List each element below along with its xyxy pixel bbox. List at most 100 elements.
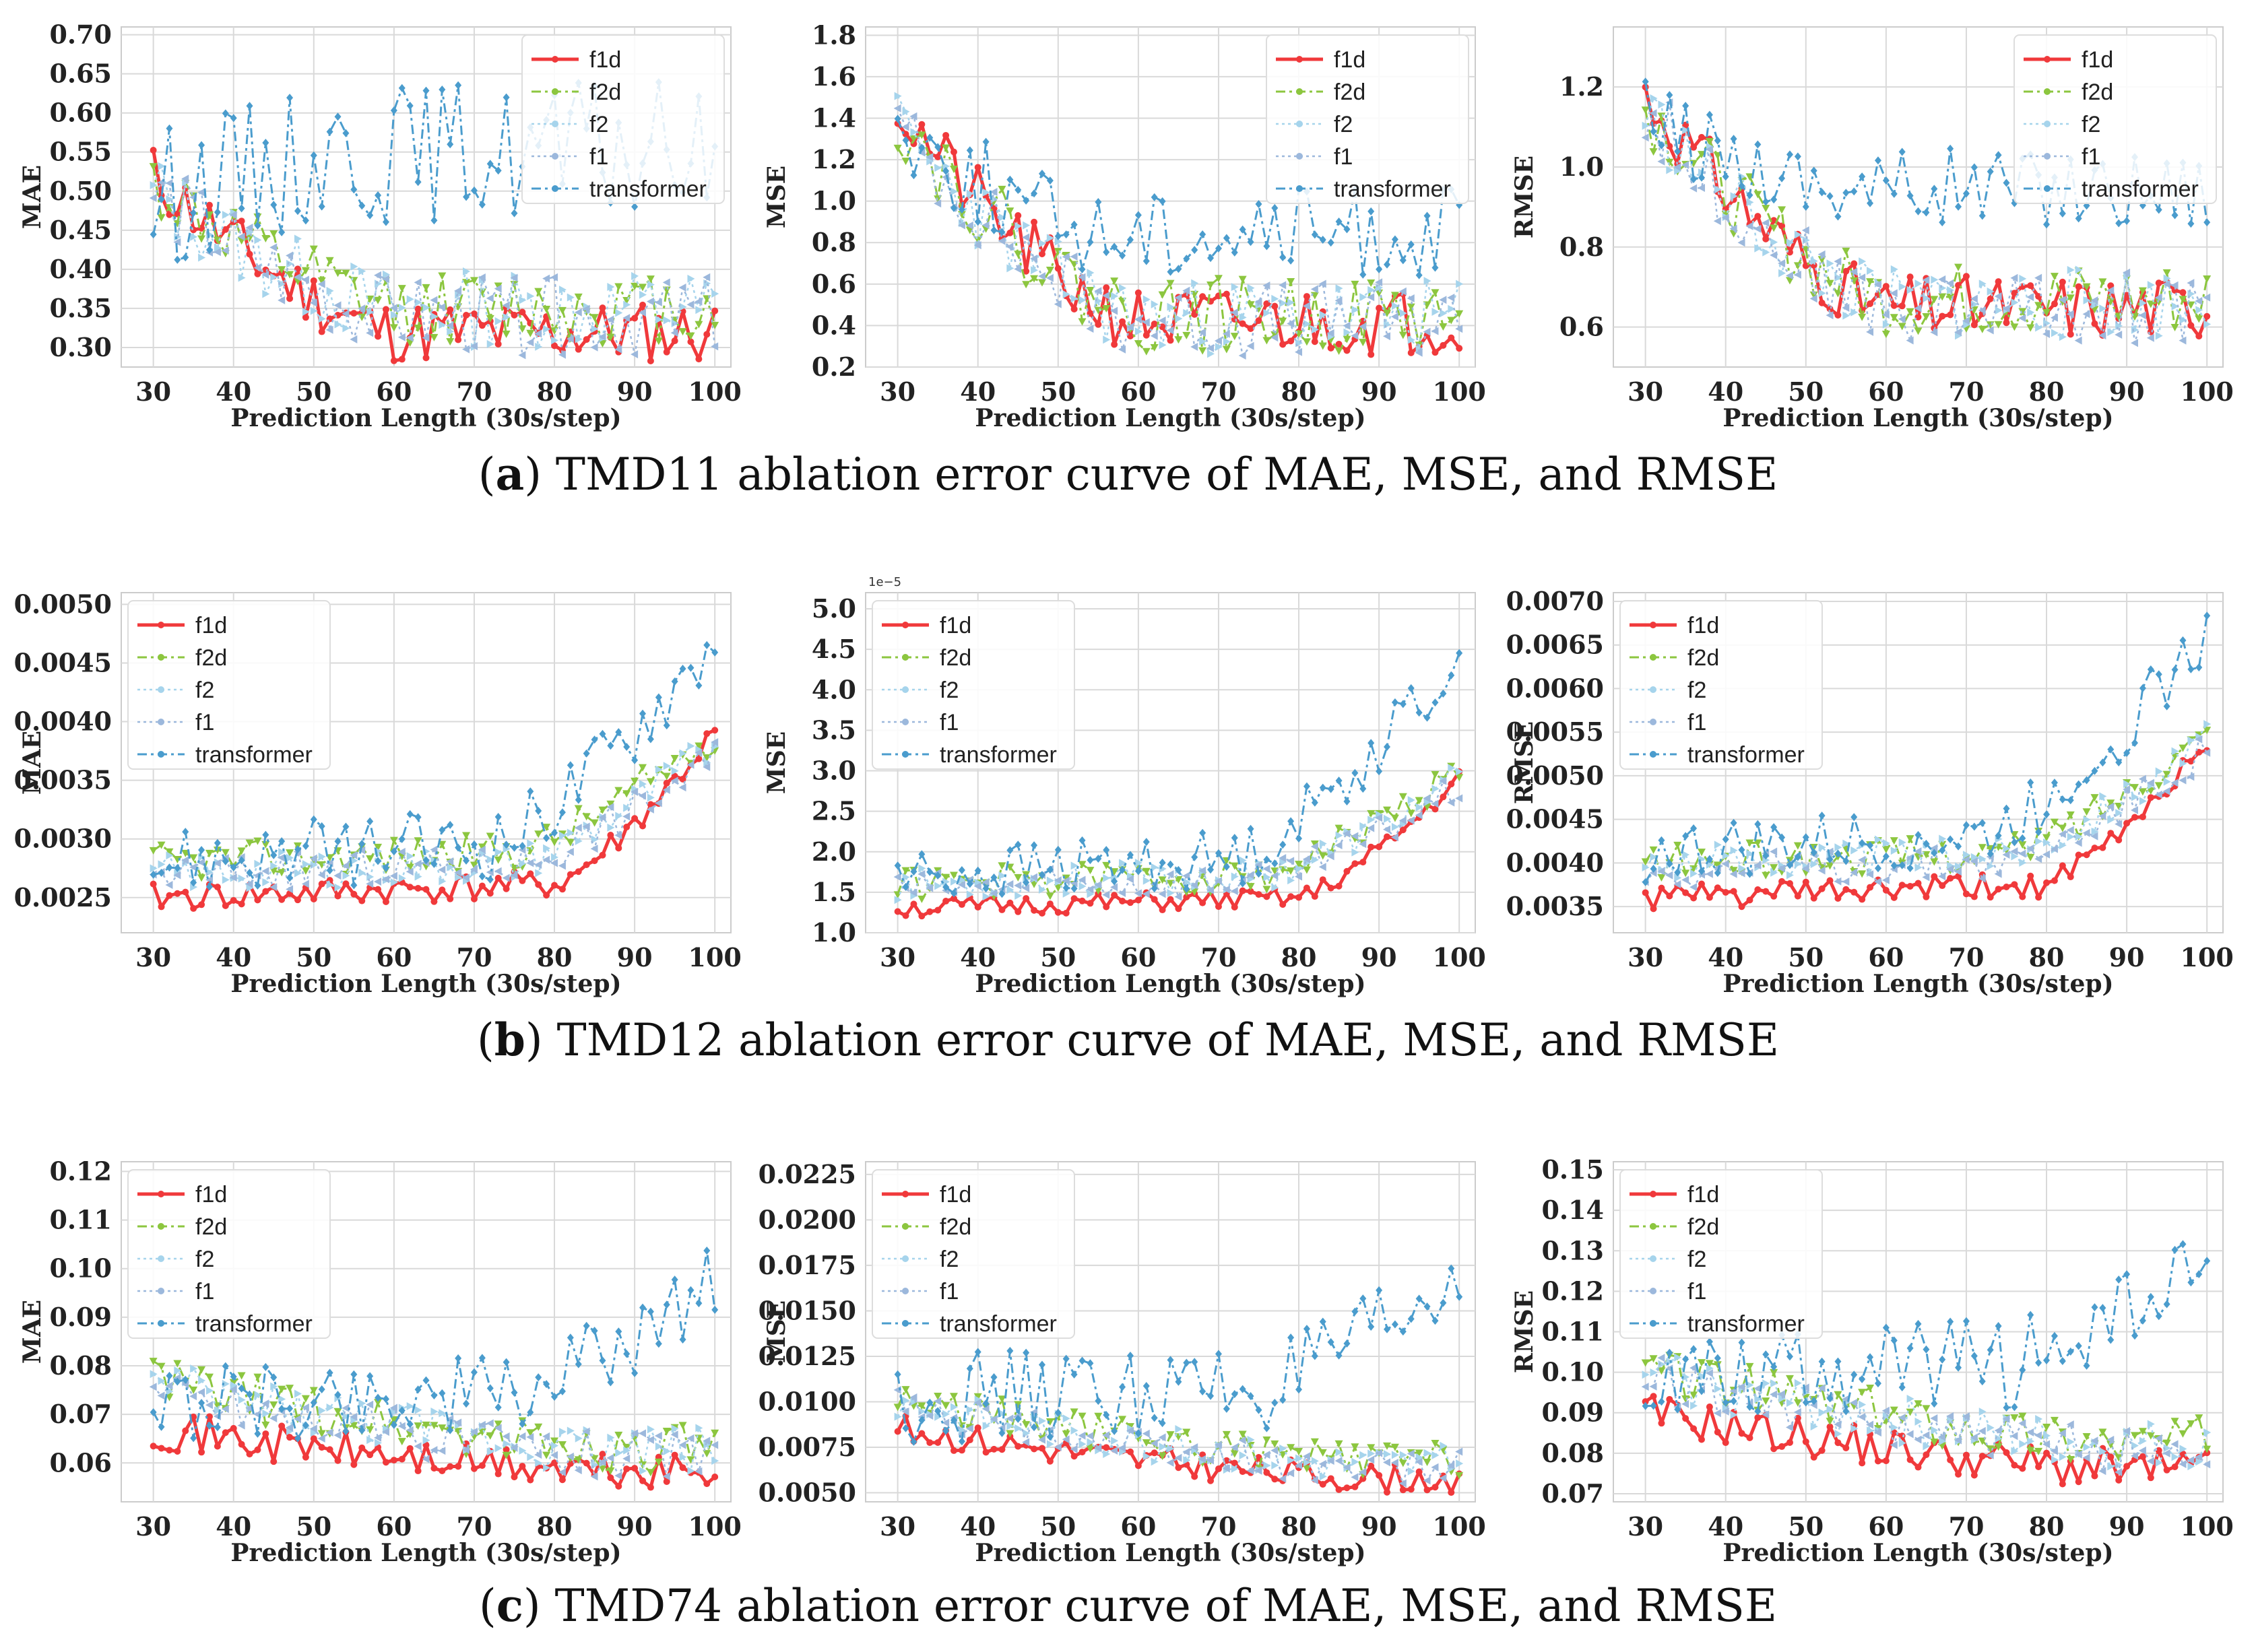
point-transformer <box>1898 861 1906 869</box>
point-f1 <box>1801 226 1809 234</box>
point-f1 <box>366 1400 374 1409</box>
point-f1d <box>1126 1448 1134 1455</box>
point-transformer <box>414 178 422 187</box>
point-f1 <box>2123 268 2131 277</box>
point-f1d <box>158 903 165 911</box>
x-tick-label: 80 <box>1281 942 1317 972</box>
point-f2 <box>679 302 687 311</box>
point-f1 <box>1737 1383 1745 1391</box>
point-f2 <box>1456 767 1464 776</box>
y-tick-label: 0.0150 <box>759 1295 856 1325</box>
point-f2d <box>430 333 439 341</box>
point-f1 <box>2002 304 2010 313</box>
point-transformer <box>246 102 253 110</box>
point-f2 <box>1859 257 1867 266</box>
point-transformer <box>711 648 719 657</box>
point-f2 <box>1874 835 1882 844</box>
point-transformer <box>358 1426 366 1434</box>
point-transformer <box>631 756 639 764</box>
point-f2 <box>1890 1423 1898 1432</box>
point-transformer <box>926 867 934 876</box>
point-f2 <box>1754 1395 1762 1403</box>
point-f2 <box>703 758 711 767</box>
point-f1d <box>1239 1468 1246 1476</box>
point-transformer <box>1898 1383 1906 1392</box>
point-f2d <box>2131 1432 2139 1440</box>
point-f2 <box>934 882 942 890</box>
point-f1 <box>1022 1438 1030 1447</box>
point-f2 <box>1399 1451 1407 1459</box>
point-f2 <box>663 1447 671 1455</box>
point-f1 <box>917 148 926 157</box>
point-transformer <box>1151 1414 1158 1422</box>
point-f1d <box>511 311 518 319</box>
point-transformer <box>318 202 325 211</box>
point-f1 <box>2026 1428 2034 1436</box>
legend-box <box>127 1169 331 1339</box>
point-f1d <box>286 295 294 302</box>
point-transformer <box>982 884 990 893</box>
point-f1d <box>1199 899 1206 906</box>
point-transformer <box>334 837 342 846</box>
point-f1 <box>269 883 278 892</box>
point-transformer <box>1674 1405 1681 1414</box>
point-transformer <box>1995 831 2002 840</box>
point-transformer <box>1319 1317 1326 1326</box>
y-tick-label: 0.35 <box>49 293 112 323</box>
point-f1 <box>173 871 181 880</box>
point-f2d <box>366 295 375 303</box>
point-f1d <box>486 890 494 897</box>
point-f2 <box>2163 1444 2171 1453</box>
point-f2 <box>1456 279 1464 288</box>
y-tick-label: 0.11 <box>49 1205 112 1235</box>
point-f1 <box>1914 847 1922 856</box>
point-transformer <box>1415 1294 1423 1303</box>
point-transformer <box>1931 849 1938 857</box>
point-f2d <box>942 144 950 152</box>
point-f1d <box>2075 283 2082 290</box>
point-transformer <box>1407 684 1415 692</box>
point-transformer <box>430 1391 438 1400</box>
x-tick-label: 100 <box>1433 376 1486 407</box>
point-transformer <box>478 200 486 209</box>
point-f2 <box>494 848 503 857</box>
point-f1d <box>1722 1439 1729 1447</box>
point-transformer <box>486 160 494 168</box>
point-f1 <box>389 304 397 312</box>
point-f1 <box>1110 306 1118 315</box>
legend-label-f2: f2 <box>1687 678 1706 703</box>
point-f2d <box>1006 1430 1014 1438</box>
series-line-f1 <box>897 108 1460 357</box>
point-f1 <box>1705 869 1713 878</box>
point-f2 <box>1335 284 1343 293</box>
point-f1d <box>375 333 382 340</box>
point-f1d <box>1335 341 1343 348</box>
point-f2 <box>2083 815 2091 824</box>
point-f1d <box>2155 1447 2162 1454</box>
point-f1 <box>582 822 590 831</box>
point-f2d <box>406 339 414 347</box>
point-f1 <box>1037 1435 1045 1444</box>
point-f1 <box>2034 273 2042 282</box>
point-f2d <box>901 1386 910 1394</box>
point-transformer <box>663 721 670 730</box>
x-tick-label: 30 <box>135 376 171 407</box>
point-f1 <box>414 859 422 868</box>
point-f1 <box>1334 296 1343 305</box>
point-f2 <box>494 317 503 325</box>
point-f1 <box>510 1443 518 1452</box>
point-transformer <box>1215 849 1222 857</box>
point-f2 <box>294 869 302 878</box>
y-tick-label: 0.07 <box>49 1399 112 1429</box>
point-transformer <box>519 842 526 851</box>
point-f2 <box>1810 1422 1818 1431</box>
point-f2d <box>245 234 254 242</box>
point-transformer <box>1706 1337 1713 1346</box>
point-f2 <box>1970 853 1978 861</box>
point-f1d <box>1987 894 1994 901</box>
point-transformer <box>902 882 909 891</box>
point-f2d <box>157 214 166 222</box>
point-f1 <box>1817 250 1826 259</box>
point-f1 <box>1302 855 1310 863</box>
